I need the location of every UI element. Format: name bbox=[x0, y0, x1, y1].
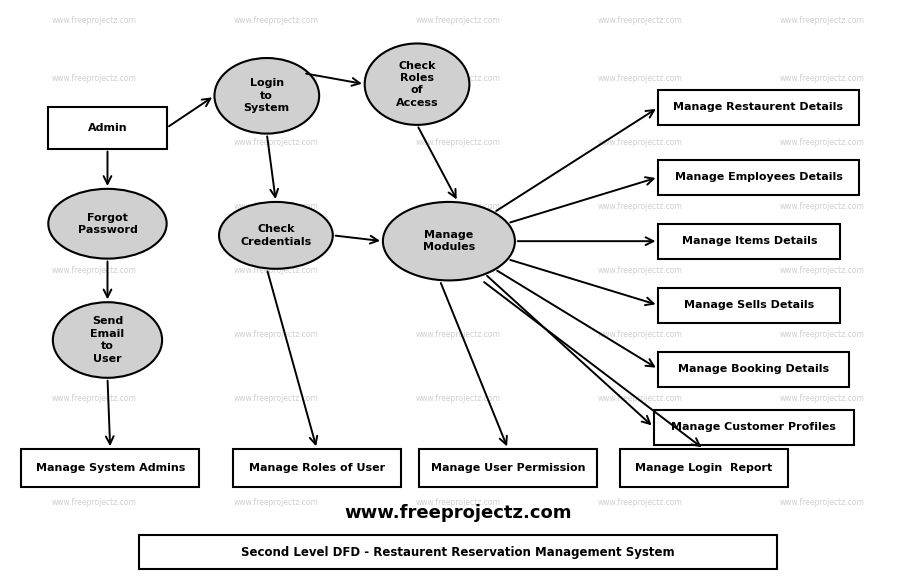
Text: Send
Email
to
User: Send Email to User bbox=[91, 316, 125, 363]
Ellipse shape bbox=[383, 202, 515, 281]
Text: www.freeprojectz.com: www.freeprojectz.com bbox=[344, 504, 572, 522]
Text: www.freeprojectz.com: www.freeprojectz.com bbox=[416, 266, 500, 275]
Text: www.freeprojectz.com: www.freeprojectz.com bbox=[416, 202, 500, 211]
Text: www.freeprojectz.com: www.freeprojectz.com bbox=[416, 394, 500, 403]
Text: www.freeprojectz.com: www.freeprojectz.com bbox=[234, 74, 319, 83]
Bar bbox=[49, 107, 167, 149]
Text: www.freeprojectz.com: www.freeprojectz.com bbox=[780, 394, 865, 403]
Text: Manage Employees Details: Manage Employees Details bbox=[674, 172, 843, 182]
Text: www.freeprojectz.com: www.freeprojectz.com bbox=[51, 74, 136, 83]
Text: www.freeprojectz.com: www.freeprojectz.com bbox=[234, 266, 319, 275]
Text: www.freeprojectz.com: www.freeprojectz.com bbox=[597, 138, 682, 147]
Bar bbox=[139, 535, 777, 569]
Text: www.freeprojectz.com: www.freeprojectz.com bbox=[780, 498, 865, 507]
Bar bbox=[659, 224, 840, 259]
Text: www.freeprojectz.com: www.freeprojectz.com bbox=[234, 330, 319, 339]
Bar bbox=[233, 449, 401, 487]
Text: www.freeprojectz.com: www.freeprojectz.com bbox=[780, 330, 865, 339]
Text: Manage Roles of User: Manage Roles of User bbox=[249, 463, 385, 473]
Text: Login
to
System: Login to System bbox=[244, 79, 289, 113]
Text: Manage Items Details: Manage Items Details bbox=[682, 236, 817, 246]
Bar bbox=[659, 352, 849, 386]
Text: Manage Booking Details: Manage Booking Details bbox=[679, 364, 830, 374]
Text: www.freeprojectz.com: www.freeprojectz.com bbox=[597, 498, 682, 507]
Text: www.freeprojectz.com: www.freeprojectz.com bbox=[780, 266, 865, 275]
Text: Manage System Admins: Manage System Admins bbox=[36, 463, 185, 473]
Ellipse shape bbox=[53, 302, 162, 378]
Text: www.freeprojectz.com: www.freeprojectz.com bbox=[51, 16, 136, 25]
Bar bbox=[619, 449, 788, 487]
Text: www.freeprojectz.com: www.freeprojectz.com bbox=[51, 394, 136, 403]
Ellipse shape bbox=[214, 58, 319, 134]
Ellipse shape bbox=[49, 189, 167, 259]
Text: Manage Customer Profiles: Manage Customer Profiles bbox=[671, 422, 836, 432]
Text: www.freeprojectz.com: www.freeprojectz.com bbox=[234, 16, 319, 25]
Bar bbox=[659, 160, 858, 195]
Text: www.freeprojectz.com: www.freeprojectz.com bbox=[51, 138, 136, 147]
Text: www.freeprojectz.com: www.freeprojectz.com bbox=[416, 138, 500, 147]
Ellipse shape bbox=[365, 43, 469, 125]
Text: www.freeprojectz.com: www.freeprojectz.com bbox=[416, 498, 500, 507]
Text: www.freeprojectz.com: www.freeprojectz.com bbox=[51, 330, 136, 339]
Text: www.freeprojectz.com: www.freeprojectz.com bbox=[597, 330, 682, 339]
Text: www.freeprojectz.com: www.freeprojectz.com bbox=[51, 266, 136, 275]
Text: Check
Roles
of
Access: Check Roles of Access bbox=[396, 60, 439, 108]
Text: Second Level DFD - Restaurent Reservation Management System: Second Level DFD - Restaurent Reservatio… bbox=[241, 546, 675, 559]
Bar bbox=[659, 90, 858, 125]
Text: Forgot
Password: Forgot Password bbox=[78, 212, 137, 235]
Text: www.freeprojectz.com: www.freeprojectz.com bbox=[234, 138, 319, 147]
Text: www.freeprojectz.com: www.freeprojectz.com bbox=[234, 394, 319, 403]
Text: Manage Restaurent Details: Manage Restaurent Details bbox=[673, 103, 844, 113]
Text: www.freeprojectz.com: www.freeprojectz.com bbox=[780, 74, 865, 83]
Text: www.freeprojectz.com: www.freeprojectz.com bbox=[597, 74, 682, 83]
Text: Manage Login  Report: Manage Login Report bbox=[635, 463, 772, 473]
Text: www.freeprojectz.com: www.freeprojectz.com bbox=[597, 394, 682, 403]
Bar bbox=[659, 288, 840, 323]
Text: www.freeprojectz.com: www.freeprojectz.com bbox=[234, 202, 319, 211]
Text: Manage
Modules: Manage Modules bbox=[423, 230, 475, 252]
Text: www.freeprojectz.com: www.freeprojectz.com bbox=[234, 498, 319, 507]
Bar bbox=[654, 410, 854, 445]
Text: www.freeprojectz.com: www.freeprojectz.com bbox=[416, 16, 500, 25]
Text: www.freeprojectz.com: www.freeprojectz.com bbox=[597, 266, 682, 275]
Text: www.freeprojectz.com: www.freeprojectz.com bbox=[597, 202, 682, 211]
Text: www.freeprojectz.com: www.freeprojectz.com bbox=[416, 330, 500, 339]
Text: www.freeprojectz.com: www.freeprojectz.com bbox=[780, 16, 865, 25]
Text: www.freeprojectz.com: www.freeprojectz.com bbox=[51, 498, 136, 507]
Ellipse shape bbox=[219, 202, 333, 269]
Bar bbox=[21, 449, 199, 487]
Bar bbox=[420, 449, 597, 487]
Text: www.freeprojectz.com: www.freeprojectz.com bbox=[597, 16, 682, 25]
Text: www.freeprojectz.com: www.freeprojectz.com bbox=[51, 202, 136, 211]
Text: Admin: Admin bbox=[88, 123, 127, 133]
Text: Manage User Permission: Manage User Permission bbox=[431, 463, 585, 473]
Text: Check
Credentials: Check Credentials bbox=[240, 224, 311, 247]
Text: Manage Sells Details: Manage Sells Details bbox=[684, 300, 814, 310]
Text: www.freeprojectz.com: www.freeprojectz.com bbox=[780, 202, 865, 211]
Text: www.freeprojectz.com: www.freeprojectz.com bbox=[416, 74, 500, 83]
Text: www.freeprojectz.com: www.freeprojectz.com bbox=[780, 138, 865, 147]
